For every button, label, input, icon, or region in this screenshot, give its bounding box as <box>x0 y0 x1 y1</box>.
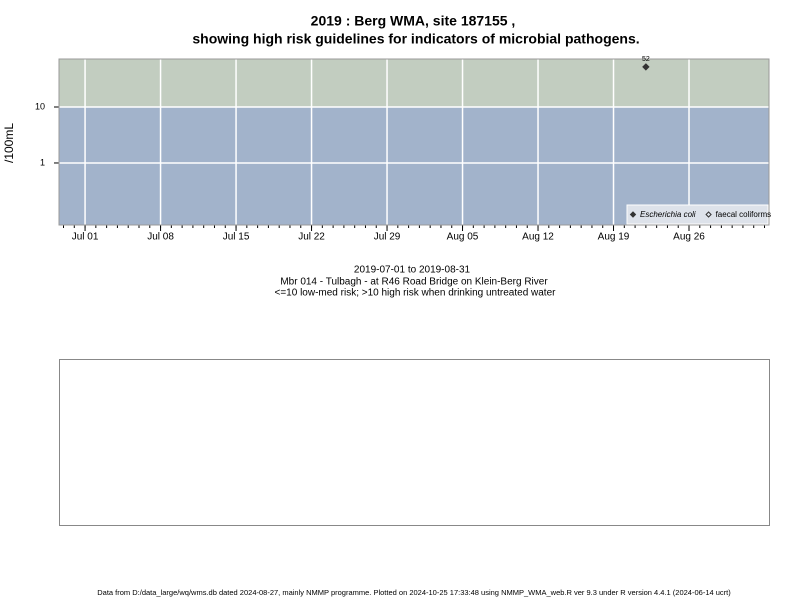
legend-label: faecal coliforms <box>716 210 772 219</box>
x-tick-label: Aug 12 <box>522 232 554 243</box>
legend-label: Escherichia coli <box>640 210 696 219</box>
y-axis-label: /100mL <box>2 123 16 163</box>
legend-marker <box>629 211 637 218</box>
plot-frame <box>58 58 770 226</box>
x-tick-label: Jul 08 <box>147 232 174 243</box>
x-tick-label: Jul 22 <box>298 232 325 243</box>
x-tick-label: Aug 05 <box>447 232 479 243</box>
legend-box <box>626 204 769 225</box>
data-label: 52 <box>642 56 650 63</box>
y-tick-label: 1 <box>40 157 45 167</box>
chart-title: showing high risk guidelines for indicat… <box>192 31 639 47</box>
empty-panel <box>59 359 770 526</box>
x-tick-label: Jul 29 <box>374 232 401 243</box>
footer: Data from D:/data_large/wq/wms.db dated … <box>97 588 731 597</box>
legend-marker <box>705 211 712 218</box>
date-range: 2019-07-01 to 2019-08-31 <box>354 265 471 276</box>
y-tick-label: 10 <box>35 101 45 111</box>
x-tick-label: Jul 15 <box>223 232 250 243</box>
x-tick-label: Jul 01 <box>72 232 99 243</box>
x-tick-label: Aug 26 <box>673 232 705 243</box>
high-risk-band <box>59 59 769 107</box>
risk-note: <=10 low-med risk; >10 high risk when dr… <box>275 288 557 299</box>
x-tick-label: Aug 19 <box>598 232 630 243</box>
point <box>642 63 650 71</box>
site-description: Mbr 014 - Tulbagh - at R46 Road Bridge o… <box>280 277 548 288</box>
chart-title: 2019 : Berg WMA, site 187155 , <box>311 13 516 29</box>
